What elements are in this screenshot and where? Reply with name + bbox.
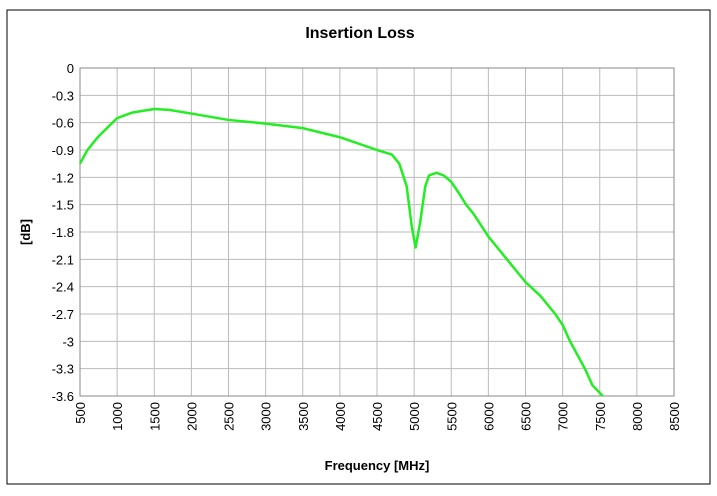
x-tick-label: 1500 (147, 402, 162, 431)
y-tick-label: -2.7 (52, 307, 74, 322)
x-tick-label: 4500 (370, 402, 385, 431)
y-axis-label: [dB] (18, 219, 33, 245)
plot-area (79, 67, 675, 397)
y-tick-label: -2.1 (52, 252, 74, 267)
chart-frame (6, 9, 711, 485)
x-tick-label: 2000 (184, 402, 199, 431)
x-tick-label: 500 (73, 402, 88, 424)
x-tick-label: 1000 (110, 402, 125, 431)
y-tick-label: -3.6 (52, 389, 74, 404)
x-tick-label: 7500 (593, 402, 608, 431)
y-tick-label: -3.3 (52, 362, 74, 377)
x-tick-label: 6000 (481, 402, 496, 431)
chart-title: Insertion Loss (305, 25, 414, 42)
x-tick-label: 4000 (333, 402, 348, 431)
x-tick-label: 5000 (407, 402, 422, 431)
y-tick-label: -0.3 (52, 88, 74, 103)
y-tick-label: -3 (62, 334, 74, 349)
y-tick-label: -1.5 (52, 198, 74, 213)
x-tick-label: 7000 (556, 402, 571, 431)
y-tick-label: -0.9 (52, 143, 74, 158)
y-tick-label: -2.4 (52, 280, 74, 295)
x-axis-label: Frequency [MHz] (325, 458, 430, 473)
x-tick-label: 8000 (630, 402, 645, 431)
y-tick-label: -0.6 (52, 116, 74, 131)
x-tick-label: 6500 (519, 402, 534, 431)
x-tick-label: 5500 (444, 402, 459, 431)
x-tick-label: 3000 (259, 402, 274, 431)
x-tick-label: 3500 (296, 402, 311, 431)
y-tick-label: -1.8 (52, 225, 74, 240)
x-tick-label: 8500 (667, 402, 682, 431)
y-tick-label: 0 (67, 61, 74, 76)
data-line (78, 107, 604, 397)
x-tick-label: 2500 (222, 402, 237, 431)
y-tick-label: -1.2 (52, 170, 74, 185)
